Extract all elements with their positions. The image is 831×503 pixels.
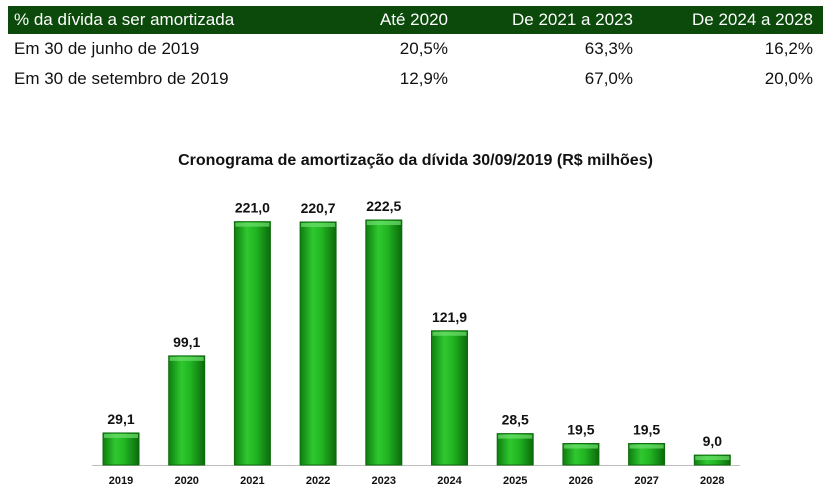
x-tick-label-2027: 2027 xyxy=(634,475,658,487)
x-tick-label-2026: 2026 xyxy=(569,475,593,487)
table-row: Em 30 de setembro de 2019 12,9% 67,0% 20… xyxy=(8,64,823,94)
x-tick-label-2019: 2019 xyxy=(109,475,133,487)
x-tick-label-2023: 2023 xyxy=(372,475,396,487)
bar-2024 xyxy=(431,330,468,466)
row-value-2021-2023: 63,3% xyxy=(584,39,633,58)
bar-highlight-2019 xyxy=(104,433,138,438)
data-label-2022: 220,7 xyxy=(301,200,336,216)
bar-2020 xyxy=(168,355,206,466)
bar-highlight-2025 xyxy=(498,434,533,439)
x-tick-label-2024: 2024 xyxy=(437,475,462,487)
x-tick-label-2028: 2028 xyxy=(700,475,724,487)
header-cell-until-2020: Até 2020 xyxy=(379,10,448,29)
data-label-2024: 121,9 xyxy=(432,309,467,325)
table-header-background xyxy=(8,6,823,34)
bar-highlight-2026 xyxy=(563,444,598,449)
bar-2021 xyxy=(233,221,271,466)
row-value-2021-2023: 67,0% xyxy=(584,69,633,88)
data-label-2028: 9,0 xyxy=(703,433,723,449)
bar-highlight-2027 xyxy=(629,444,664,449)
row-value-2024-2028: 16,2% xyxy=(764,39,813,58)
debt-amortization-table: % da dívida a ser amortizada Até 2020 De… xyxy=(8,6,823,94)
header-cell-2024-2028: De 2024 a 2028 xyxy=(692,10,813,29)
bar-highlight-2020 xyxy=(169,356,204,361)
row-label: Em 30 de junho de 2019 xyxy=(14,39,200,58)
row-label: Em 30 de setembro de 2019 xyxy=(14,69,229,88)
amortization-chart: Cronograma de amortização da dívida 30/0… xyxy=(0,140,831,503)
x-tick-label-2022: 2022 xyxy=(306,475,330,487)
data-label-2023: 222,5 xyxy=(366,198,401,214)
chart-title: Cronograma de amortização da dívida 30/0… xyxy=(178,152,653,169)
bar-2023 xyxy=(365,219,403,466)
data-label-2026: 19,5 xyxy=(567,422,594,438)
bar-highlight-2023 xyxy=(366,221,401,225)
bar-2022 xyxy=(299,221,337,466)
header-cell-2021-2023: De 2021 a 2023 xyxy=(512,10,633,29)
table-row: Em 30 de junho de 2019 20,5% 63,3% 16,2% xyxy=(8,34,823,64)
bar-highlight-2022 xyxy=(301,222,336,227)
row-value-until-2020: 12,9% xyxy=(399,69,448,88)
data-label-2025: 28,5 xyxy=(502,412,529,428)
bar-2019 xyxy=(102,432,140,466)
x-tick-label-2025: 2025 xyxy=(503,475,527,487)
bar-highlight-2028 xyxy=(695,456,730,461)
row-value-until-2020: 20,5% xyxy=(399,39,448,58)
data-label-2021: 221,0 xyxy=(235,200,270,216)
bar-highlight-2021 xyxy=(235,222,270,227)
bar-2026 xyxy=(562,443,600,466)
bar-2025 xyxy=(496,433,534,466)
row-value-2024-2028: 20,0% xyxy=(764,69,813,88)
bar-2027 xyxy=(628,443,666,466)
data-label-2020: 99,1 xyxy=(173,334,200,350)
data-label-2019: 29,1 xyxy=(107,411,134,427)
table-header-row: % da dívida a ser amortizada Até 2020 De… xyxy=(8,6,823,34)
bar-highlight-2024 xyxy=(432,331,467,336)
bar-chart-canvas: 29,1 2019 99,1 2020 221,0 2021 220,7 2022 222,5 2… xyxy=(92,198,740,487)
data-label-2027: 19,5 xyxy=(633,422,660,438)
x-tick-label-2021: 2021 xyxy=(240,475,264,487)
header-cell-description: % da dívida a ser amortizada xyxy=(14,10,235,29)
x-tick-label-2020: 2020 xyxy=(174,475,198,487)
